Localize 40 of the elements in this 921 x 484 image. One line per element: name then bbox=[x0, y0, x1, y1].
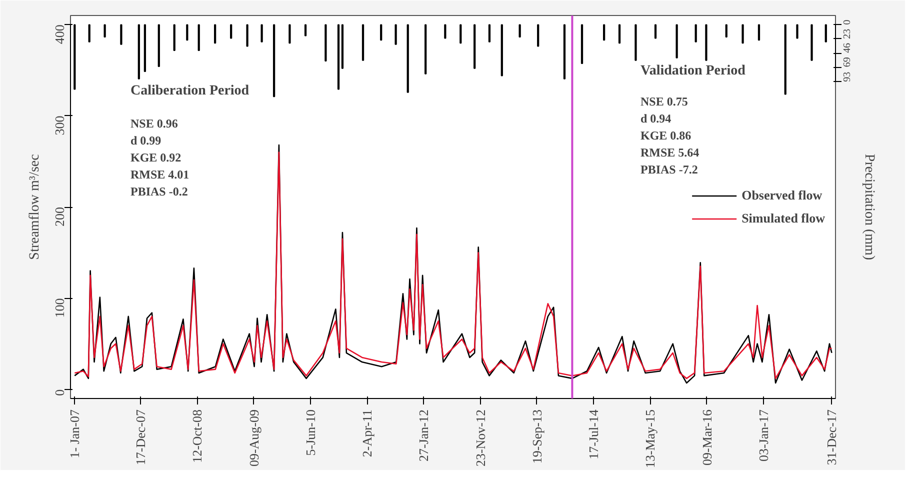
x-tick-label: 23-Nov-12 bbox=[472, 410, 488, 467]
y2-tick-label: 93 bbox=[842, 72, 853, 82]
annotation: PBIAS -0.2 bbox=[130, 184, 188, 198]
y-tick-label: 400 bbox=[52, 24, 67, 44]
x-tick-label: 5-Jun-10 bbox=[302, 410, 318, 456]
annotation: PBIAS -7.2 bbox=[640, 162, 698, 176]
y-axis-title: Streamflow m³/sec bbox=[28, 154, 42, 260]
legend-label: Simulated flow bbox=[742, 210, 825, 226]
x-tick-label: 12-Oct-08 bbox=[190, 409, 205, 463]
y2-tick-label: 46 bbox=[842, 43, 853, 53]
x-tick-label: 09-Aug-09 bbox=[246, 410, 262, 467]
y-tick-label: 200 bbox=[52, 207, 67, 226]
x-tick-label: 2-Apr-11 bbox=[360, 409, 375, 458]
annotation: d 0.94 bbox=[640, 112, 672, 126]
y-tick-label: 300 bbox=[52, 116, 67, 136]
annotation: RMSE 5.64 bbox=[640, 146, 700, 160]
x-tick-label: 19-Sep-13 bbox=[529, 409, 544, 464]
x-tick-label: 27-Jan-12 bbox=[416, 409, 432, 462]
x-tick-label: 03-Jan-17 bbox=[756, 409, 772, 462]
annotation: d 0.99 bbox=[130, 134, 162, 148]
annotation: NSE 0.75 bbox=[640, 94, 688, 108]
x-tick-label: 31-Dec-17 bbox=[824, 409, 840, 466]
y-tick-label: 100 bbox=[52, 298, 67, 318]
x-tick-label: 17-Jul-14 bbox=[586, 409, 602, 460]
annotation: KGE 0.92 bbox=[130, 150, 182, 164]
y2-tick-label: 23 bbox=[842, 28, 853, 39]
annotation: Validation Period bbox=[640, 64, 746, 78]
y2-tick-label: 0 bbox=[842, 20, 853, 25]
x-tick-label: 1- Jan-07 bbox=[67, 409, 82, 458]
annotation: Caliberation Period bbox=[130, 84, 250, 98]
y-tick-label: 0 bbox=[52, 389, 67, 396]
y2-axis-title: Precipitation (mm) bbox=[862, 154, 876, 260]
y2-tick-label: 69 bbox=[842, 57, 853, 68]
annotation: KGE 0.86 bbox=[640, 128, 692, 142]
legend-label: Observed flow bbox=[742, 187, 822, 203]
annotation: RMSE 4.01 bbox=[130, 168, 190, 182]
annotation: NSE 0.96 bbox=[130, 116, 178, 130]
x-tick-label: 13-May-15 bbox=[642, 409, 658, 468]
x-tick-label: 09-Mar-16 bbox=[699, 409, 714, 466]
x-tick-label: 17-Dec-07 bbox=[133, 409, 148, 466]
